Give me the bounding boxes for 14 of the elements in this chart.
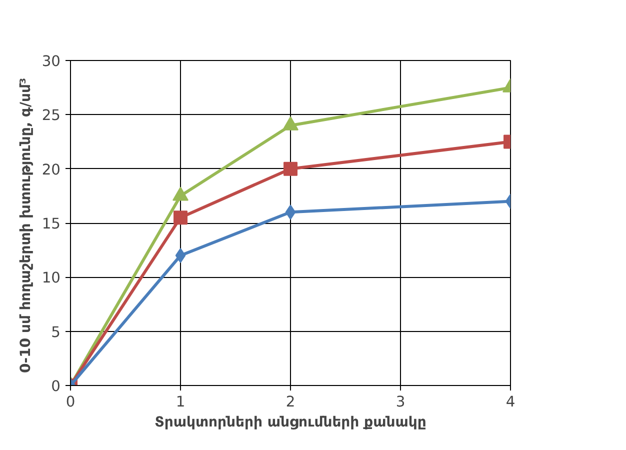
x-axis-title: Տրակտորների անցումների քանակը (154, 414, 426, 430)
x-tick-label: 4 (506, 394, 516, 410)
y-tick-label: 15 (42, 216, 61, 232)
y-tick-label: 0 (51, 378, 61, 395)
y-tick-label: 10 (42, 270, 61, 287)
y-tick-label: 30 (42, 53, 61, 70)
y-tick-label: 5 (51, 324, 61, 341)
x-tick-label: 2 (286, 394, 296, 410)
x-tick-label: 3 (396, 394, 406, 410)
x-tick-label: 1 (176, 394, 186, 410)
y-tick-label: 25 (42, 107, 61, 124)
y-axis-title: 0-10 սմ հողաշերտի խտությունը, գ/սմ³ (18, 78, 34, 373)
x-tick-label: 0 (66, 394, 76, 410)
y-tick-label: 20 (42, 161, 61, 178)
